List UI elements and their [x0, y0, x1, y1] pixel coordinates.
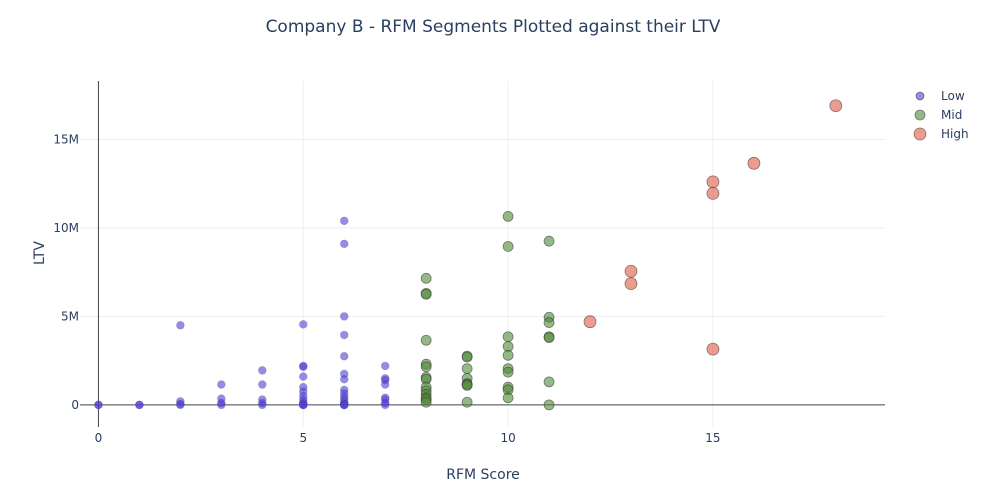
data-point-high [706, 175, 720, 189]
data-point-mid [543, 317, 555, 328]
data-point-high [829, 99, 843, 113]
data-point-mid [543, 332, 555, 344]
data-point-high [624, 277, 638, 291]
data-point-low [380, 361, 390, 371]
legend-marker-high [913, 127, 927, 141]
data-point-high [624, 264, 638, 278]
data-point-mid [420, 396, 432, 408]
data-point-mid [502, 210, 514, 222]
data-point-low [339, 311, 349, 321]
data-point-low [298, 372, 308, 381]
data-point-low [257, 400, 267, 410]
data-point-mid [420, 361, 432, 373]
data-point-low [380, 380, 390, 389]
x-tick-label: 0 [95, 431, 103, 445]
x-tick-label: 5 [299, 431, 307, 445]
data-point-low [257, 365, 267, 375]
data-point-low [339, 216, 349, 226]
legend-label-mid: Mid [941, 108, 962, 122]
data-point-low [216, 400, 226, 410]
legend-marker-low [915, 91, 925, 101]
data-point-low [298, 362, 308, 372]
data-point-low [298, 400, 308, 410]
data-point-mid [420, 272, 432, 284]
x-tick-label: 10 [500, 431, 515, 445]
data-point-mid [543, 399, 555, 411]
data-point-low [339, 400, 349, 410]
data-point-low [135, 400, 144, 410]
data-point-low [175, 400, 185, 410]
data-point-mid [461, 363, 473, 374]
legend: Low Mid High [913, 89, 969, 141]
grid-layer [80, 81, 885, 427]
data-point-mid [461, 351, 473, 363]
data-point-low [339, 351, 349, 361]
data-point-mid [502, 349, 514, 361]
legend-label-high: High [941, 127, 969, 141]
chart-title: Company B - RFM Segments Plotted against… [266, 17, 721, 37]
data-point-mid [420, 334, 432, 346]
data-point-low [94, 400, 103, 410]
y-tick-label: 5M [61, 309, 79, 323]
data-point-low [298, 319, 308, 329]
data-point-mid [502, 331, 514, 343]
ticks-layer: 0 5 10 15 0 5M 10M 15M [53, 132, 720, 445]
data-point-mid [461, 380, 473, 391]
data-point-high [747, 156, 761, 170]
data-point-high [583, 315, 597, 329]
x-tick-label: 15 [705, 431, 720, 445]
data-point-low [339, 374, 349, 384]
data-point-mid [543, 376, 555, 388]
data-point-low [339, 330, 349, 340]
data-point-low [175, 320, 185, 330]
legend-marker-mid [914, 109, 926, 121]
x-axis-title: RFM Score [446, 467, 520, 483]
data-point-low [216, 380, 226, 389]
y-axis-title: LTV [32, 241, 48, 265]
legend-label-low: Low [941, 89, 965, 103]
data-point-mid [420, 288, 432, 300]
data-point-low [380, 400, 390, 410]
data-point-mid [502, 241, 514, 252]
data-point-mid [543, 235, 555, 247]
points-layer [94, 99, 843, 411]
y-tick-label: 10M [53, 221, 79, 235]
data-point-high [706, 186, 720, 200]
data-point-mid [502, 366, 514, 378]
data-point-low [339, 239, 349, 249]
y-tick-label: 15M [53, 132, 79, 146]
data-point-mid [502, 392, 514, 404]
y-tick-label: 0 [71, 398, 79, 412]
data-point-high [706, 342, 720, 356]
data-point-mid [461, 396, 473, 408]
data-point-low [257, 380, 267, 389]
